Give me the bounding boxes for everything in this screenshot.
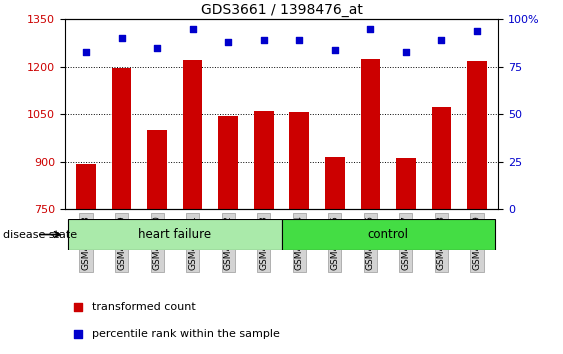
Text: transformed count: transformed count <box>92 302 196 312</box>
Title: GDS3661 / 1398476_at: GDS3661 / 1398476_at <box>200 3 363 17</box>
Point <box>401 49 410 55</box>
Point <box>73 331 82 336</box>
Bar <box>282 219 495 250</box>
Bar <box>254 111 274 209</box>
Point <box>366 26 375 32</box>
Bar <box>68 219 282 250</box>
Point <box>82 49 91 55</box>
Bar <box>432 107 451 209</box>
Bar <box>218 116 238 209</box>
Point <box>224 39 233 45</box>
Point <box>295 38 304 43</box>
Bar <box>148 130 167 209</box>
Point <box>188 26 197 32</box>
Text: heart failure: heart failure <box>138 228 212 241</box>
Point <box>117 35 126 41</box>
Bar <box>396 158 415 209</box>
Text: disease state: disease state <box>3 230 77 240</box>
Text: percentile rank within the sample: percentile rank within the sample <box>92 329 280 339</box>
Bar <box>77 164 96 209</box>
Bar <box>467 61 486 209</box>
Point <box>437 38 446 43</box>
Point <box>259 38 268 43</box>
Point <box>472 28 481 34</box>
Text: control: control <box>368 228 409 241</box>
Bar <box>112 68 131 209</box>
Bar <box>183 59 203 209</box>
Bar <box>289 112 309 209</box>
Bar <box>325 157 345 209</box>
Point <box>330 47 339 53</box>
Point <box>153 45 162 51</box>
Point <box>73 304 82 310</box>
Bar <box>360 59 380 209</box>
